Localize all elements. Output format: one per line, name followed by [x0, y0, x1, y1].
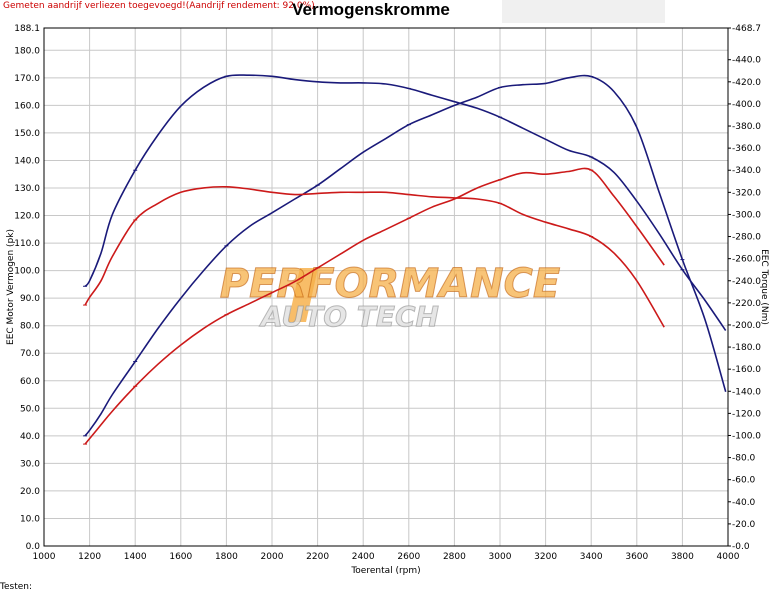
y-tick-label-right: -300.0 [732, 210, 761, 220]
x-tick-label: 3400 [580, 552, 603, 562]
y-tick-label-right: -200.0 [732, 321, 761, 331]
y-axis-title-left: EEC Motor Vermogen (pk) [6, 229, 16, 345]
footer-label: Testen: [0, 582, 32, 592]
x-tick-label: 2000 [261, 552, 284, 562]
y-tick-label-right: -260.0 [732, 255, 761, 265]
y-tick-label-left: 120.0 [14, 212, 40, 222]
y-tick-label-right: -400.0 [732, 100, 761, 110]
axes: 1000 1200 1400 1600 1800 2000 2200 2400 2600 2800… [14, 24, 761, 562]
x-tick-label: 3000 [489, 552, 512, 562]
y-tick-label-right: -60.0 [732, 476, 756, 486]
header-blank-panel [502, 0, 665, 23]
y-tick-label-right: -420.0 [732, 78, 761, 88]
y-tick-label-right: -280.0 [732, 233, 761, 243]
y-tick-label-left: 140.0 [14, 156, 40, 166]
plot-frame [43, 27, 729, 547]
y-tick-label-right: -80.0 [732, 454, 756, 464]
series-line-tuned_power [84, 74, 727, 437]
y-tick-label-left: 90.0 [20, 294, 40, 304]
y-tick-label-right: -100.0 [732, 431, 761, 441]
x-tick-label: 1600 [169, 552, 192, 562]
x-tick-label: 2400 [352, 552, 375, 562]
x-tick-label: 3800 [671, 552, 694, 562]
drivetrain-loss-note: Gemeten aandrijf verliezen toegevoegd!(A… [3, 1, 315, 11]
y-tick-label-right: -320.0 [732, 188, 761, 198]
y-tick-label-right: -468.7 [732, 24, 761, 34]
y-tick-label-left: 80.0 [20, 322, 40, 332]
x-tick-label: 3200 [534, 552, 557, 562]
y-tick-label-left: 180.0 [14, 46, 40, 56]
watermark-slash [288, 268, 318, 322]
y-tick-label-right: -180.0 [732, 343, 761, 353]
y-tick-label-left: 70.0 [20, 349, 40, 359]
y-tick-label-left: 20.0 [20, 487, 40, 497]
y-tick-label-left: 188.1 [14, 24, 40, 34]
series-line-tuned_torque [84, 74, 727, 331]
series-line-stock_torque [84, 185, 665, 328]
x-tick-label: 1400 [124, 552, 147, 562]
x-tick-label: 3600 [625, 552, 648, 562]
y-tick-label-right: -360.0 [732, 144, 761, 154]
x-tick-label: 1000 [33, 552, 56, 562]
y-tick-label-right: -380.0 [732, 122, 761, 132]
series-line-stock_power [84, 167, 665, 445]
y-axis-title-right: EEC Torque (Nm) [759, 249, 769, 325]
x-axis-title: Toerental (rpm) [350, 566, 420, 576]
y-tick-label-left: 160.0 [14, 101, 40, 111]
y-tick-label-right: -160.0 [732, 365, 761, 375]
y-tick-label-right: -0.0 [732, 542, 750, 552]
y-tick-label-left: 10.0 [20, 514, 40, 524]
y-tick-label-left: 50.0 [20, 404, 40, 414]
y-tick-label-right: -440.0 [732, 56, 761, 66]
watermark-logo: PERFORMANCE AUTO TECH [219, 261, 561, 334]
y-tick-label-left: 130.0 [14, 184, 40, 194]
y-tick-label-right: -140.0 [732, 387, 761, 397]
x-tick-label: 2200 [306, 552, 329, 562]
y-tick-label-left: 170.0 [14, 74, 40, 84]
y-tick-label-right: -220.0 [732, 299, 761, 309]
y-tick-label-left: 0.0 [26, 542, 41, 552]
y-tick-label-left: 150.0 [14, 129, 40, 139]
watermark-line2: AUTO TECH [259, 300, 439, 333]
y-tick-label-right: -120.0 [732, 409, 761, 419]
series-layer [83, 74, 727, 445]
chart-title: Vermogenskromme [292, 0, 450, 19]
x-tick-label: 1800 [215, 552, 238, 562]
x-tick-label: 4000 [717, 552, 740, 562]
watermark-line1: PERFORMANCE [220, 261, 561, 307]
y-tick-label-right: -20.0 [732, 520, 756, 530]
y-tick-label-left: 110.0 [14, 239, 40, 249]
y-tick-label-right: -40.0 [732, 498, 756, 508]
x-tick-label: 1200 [78, 552, 101, 562]
y-tick-label-right: -340.0 [732, 166, 761, 176]
x-tick-label: 2800 [443, 552, 466, 562]
y-tick-label-left: 60.0 [20, 377, 40, 387]
y-tick-label-right: -240.0 [732, 277, 761, 287]
y-tick-label-left: 100.0 [14, 267, 40, 277]
x-tick-label: 2600 [397, 552, 420, 562]
y-tick-label-left: 30.0 [20, 459, 40, 469]
y-tick-label-left: 40.0 [20, 432, 40, 442]
